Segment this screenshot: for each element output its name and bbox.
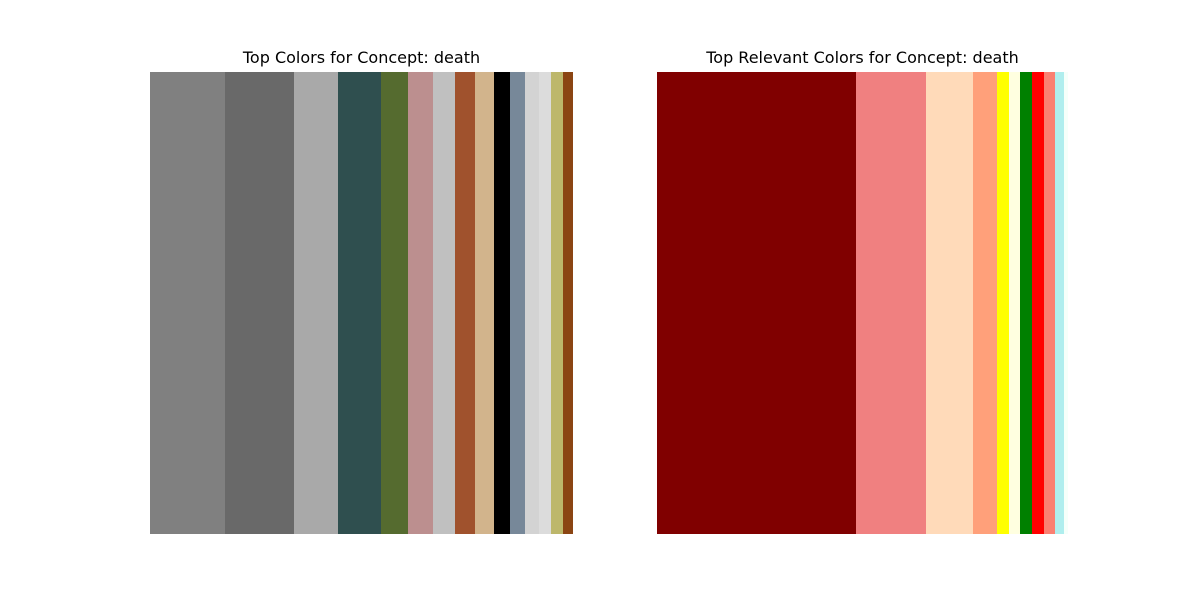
color-segment	[408, 72, 433, 534]
color-segment	[1044, 72, 1055, 534]
color-segment	[1064, 72, 1068, 534]
color-segment	[475, 72, 494, 534]
right-color-strip	[657, 72, 1068, 534]
color-segment	[525, 72, 539, 534]
color-segment	[510, 72, 525, 534]
color-segment	[338, 72, 381, 534]
left-chart-title: Top Colors for Concept: death	[242, 48, 481, 67]
color-segment	[1020, 72, 1032, 534]
right-chart-title: Top Relevant Colors for Concept: death	[706, 48, 1019, 67]
color-segment	[657, 72, 856, 534]
color-segment	[294, 72, 338, 534]
color-segment	[973, 72, 997, 534]
color-segment	[856, 72, 926, 534]
color-segment	[539, 72, 551, 534]
color-segment	[1055, 72, 1064, 534]
left-color-strip	[150, 72, 573, 534]
color-segment	[455, 72, 475, 534]
left-palette-panel: Top Colors for Concept: death	[150, 45, 573, 555]
right-palette-panel: Top Relevant Colors for Concept: death	[657, 45, 1068, 555]
color-segment	[433, 72, 455, 534]
color-segment	[381, 72, 408, 534]
color-segment	[1009, 72, 1020, 534]
color-segment	[150, 72, 225, 534]
color-segment	[563, 72, 573, 534]
color-segment	[997, 72, 1009, 534]
color-segment	[926, 72, 973, 534]
color-segment	[225, 72, 294, 534]
color-segment	[494, 72, 510, 534]
color-segment	[551, 72, 563, 534]
color-segment	[1032, 72, 1044, 534]
